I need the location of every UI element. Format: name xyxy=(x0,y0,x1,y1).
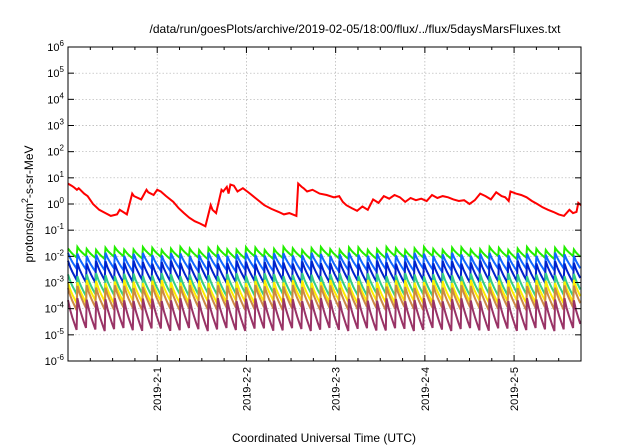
y-tick-label: 106 xyxy=(47,39,64,54)
y-tick-label: 103 xyxy=(47,118,64,133)
sawtooth-series-line xyxy=(67,279,582,308)
sawtooth-series-line xyxy=(67,260,582,287)
y-tick-label: 105 xyxy=(47,65,64,80)
y-tick-label: 10-5 xyxy=(45,327,65,342)
x-axis-label: Coordinated Universal Time (UTC) xyxy=(232,431,416,445)
sawtooth-series-line xyxy=(67,284,582,311)
sawtooth-series-line xyxy=(67,272,582,300)
y-tick-label: 104 xyxy=(47,91,64,106)
y-axis: 10-6 10-5 10-4 10-3 10-2 10-1 100 101 102 103 104 1… xyxy=(45,39,581,368)
x-tick-label: 2019-2-1 xyxy=(152,367,164,411)
y-tick-label: 10-1 xyxy=(45,222,65,237)
x-axis: 2019-2-1 2019-2-2 2019-2-3 2019-2-4 2019-2-5 xyxy=(89,47,560,411)
red-series-line xyxy=(67,181,582,228)
y-tick-label: 101 xyxy=(47,170,64,185)
y-tick-label: 10-3 xyxy=(45,275,65,290)
x-tick-label: 2019-2-2 xyxy=(241,367,253,411)
y-tick-label: 10-2 xyxy=(45,248,65,263)
plot-series xyxy=(67,181,582,332)
sawtooth-series-line xyxy=(67,297,582,332)
y-tick-label: 10-6 xyxy=(45,353,65,368)
x-tick-label: 2019-2-3 xyxy=(331,367,343,411)
y-tick-label: 100 xyxy=(47,196,64,211)
y-axis-label-rest: -s-sr-MeV xyxy=(22,145,36,198)
y-tick-label: 10-4 xyxy=(45,301,65,316)
x-tick-label: 2019-2-5 xyxy=(509,367,521,411)
x-tick-label: 2019-2-4 xyxy=(420,367,432,411)
y-tick-label: 102 xyxy=(47,144,64,159)
y-axis-label-sup: 2 xyxy=(20,198,30,203)
sawtooth-series-line xyxy=(67,244,581,262)
chart-title: /data/run/goesPlots/archive/2019-02-05/1… xyxy=(150,22,562,36)
y-axis-label-base: protons/cm xyxy=(22,203,36,262)
sawtooth-series-line xyxy=(67,252,582,275)
y-axis-label: protons/cm2-s-sr-MeV xyxy=(20,145,36,262)
